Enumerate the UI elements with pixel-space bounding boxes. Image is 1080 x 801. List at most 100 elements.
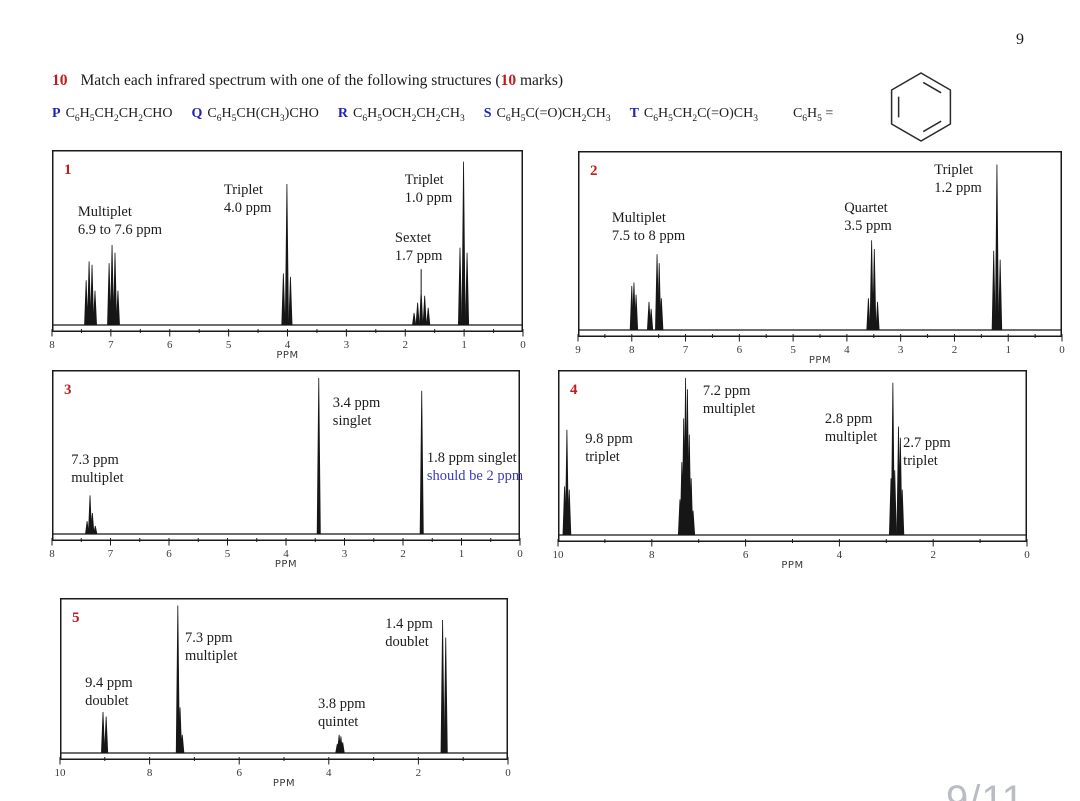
structure-formula: C6H5C(=O)CH2CH3	[496, 106, 611, 124]
peak-group	[281, 183, 293, 326]
spectrum-panel-3: 0 1 2 3 4 5 6 7 8 PPM 3 7.3 ppm multiplet 3.4 ppm sing…	[49, 370, 524, 570]
peak-annotation: Quartet 3.5 ppm	[844, 200, 892, 234]
peak-annotation: Triplet 1.0 ppm	[405, 172, 453, 206]
peak-group	[316, 377, 321, 535]
panel-number: 4	[570, 382, 578, 398]
peak-line	[100, 711, 106, 754]
spectrum-panel-4: 0 2 4 6 8 10 PPM 4 9.8 ppm triplet 7.2 ppm multiple…	[553, 370, 1030, 571]
peak-group	[419, 390, 424, 535]
structure-formula: C6H5CH2CH2CHO	[65, 106, 173, 124]
axis-tick-label: 7	[108, 339, 114, 351]
spectrum-panel-5: 0 2 4 6 8 10 PPM 5 9.4 ppm doublet 7.3 ppm multiple…	[55, 598, 511, 789]
peak-line	[691, 510, 696, 536]
axis-tick-label: 2	[403, 339, 409, 351]
axis-tick-label: 8	[629, 344, 635, 356]
axis-tick-label: 3	[342, 548, 348, 560]
page-number: 9	[1016, 31, 1024, 48]
plot-frame	[558, 370, 1027, 542]
peak-line	[457, 247, 463, 326]
structure-item-R: R C6H5OCH2CH2CH3	[338, 106, 465, 124]
peak-line	[90, 513, 95, 535]
peak-line	[90, 264, 95, 326]
axis-tick-label: 4	[285, 339, 291, 351]
axis-tick-label: 6	[737, 344, 743, 356]
axis-tick-label: 1	[1005, 344, 1011, 356]
peak-line	[892, 470, 897, 536]
spectrum-panel-1: 0 1 2 3 4 5 6 7 8 PPM 1 Multiplet 6.9 to 7.6 ppm Trip…	[49, 150, 526, 361]
panel-number: 2	[590, 163, 598, 179]
peak-line	[634, 294, 639, 331]
peak-line	[440, 619, 445, 754]
axis-tick-label: 4	[837, 549, 843, 561]
axis-tick-label: 10	[55, 767, 67, 779]
plot-frame	[52, 370, 520, 541]
marks-suffix: marks)	[516, 72, 564, 89]
peak-group	[677, 377, 696, 536]
peak-line	[84, 280, 89, 326]
axis-title: PPM	[273, 778, 295, 789]
axis-tick-label: 3	[898, 344, 904, 356]
benzene-ring-icon	[890, 72, 952, 142]
axis-tick-label: 7	[683, 344, 689, 356]
peak-line	[875, 301, 880, 331]
question-line: 10 Match each infrared spectrum with one …	[52, 72, 563, 90]
peak-group	[100, 711, 109, 754]
peak-group	[629, 254, 664, 331]
axis-tick-label: 8	[147, 767, 153, 779]
peak-line	[869, 240, 874, 331]
axis-tick-label: 6	[743, 549, 749, 561]
peak-line	[415, 302, 420, 326]
peak-line	[419, 390, 424, 535]
axis-tick-label: 0	[1059, 344, 1065, 356]
axis-tick-label: 9	[575, 344, 581, 356]
peak-line	[340, 742, 345, 754]
panel-number: 3	[64, 382, 72, 398]
structure-key: S	[483, 106, 492, 121]
axis-tick-label: 0	[1024, 549, 1030, 561]
peak-line	[422, 295, 427, 326]
peak-group	[457, 161, 470, 326]
benzene-double-bond	[922, 120, 942, 133]
peak-line	[657, 263, 662, 331]
structure-item-T: T C6H5CH2C(=O)CH3	[630, 106, 758, 124]
peak-line	[284, 183, 289, 326]
peak-group	[412, 290, 431, 326]
peak-line	[112, 252, 118, 326]
peak-annotation: Multiplet 6.9 to 7.6 ppm	[78, 204, 163, 238]
axis-tick-label: 6	[236, 767, 242, 779]
peak-group	[85, 495, 98, 535]
peak-annotation: Multiplet 7.5 to 8 ppm	[612, 210, 686, 244]
plot-frame	[60, 598, 508, 760]
axis-tick-label: 6	[167, 339, 173, 351]
question-number: 10	[52, 72, 68, 89]
benzene-definition: C6H5 =	[792, 106, 834, 124]
panel-number: 1	[64, 162, 72, 178]
axis-tick-label: 5	[226, 339, 232, 351]
peak-line	[288, 276, 293, 326]
peak-group	[84, 245, 120, 326]
axis-title: PPM	[809, 355, 831, 366]
axis-tick-label: 0	[520, 339, 526, 351]
spectrum-5-plot: 0 2 4 6 8 10 PPM 5 9.4 ppm doublet 7.3 ppm multiple…	[55, 598, 511, 789]
peak-line	[93, 525, 98, 535]
spectrum-1-plot: 0 1 2 3 4 5 6 7 8 PPM 1 Multiplet 6.9 to 7.6 ppm Trip…	[49, 150, 526, 361]
peak-annotation: 1.8 ppm singlet should be 2 ppm	[427, 450, 524, 484]
peak-annotation: 7.3 ppm multiplet	[71, 452, 123, 486]
peak-group	[991, 164, 1003, 331]
axis-tick-label: 4	[326, 767, 332, 779]
peak-line	[107, 263, 112, 326]
peak-annotation: 3.8 ppm quintet	[318, 696, 366, 730]
axis-tick-label: 10	[553, 549, 565, 561]
axis-tick-label: 2	[930, 549, 936, 561]
peak-group	[440, 619, 448, 754]
peak-line	[412, 312, 417, 326]
peak-line	[88, 495, 93, 535]
peak-line	[419, 290, 424, 326]
axis-tick-label: 5	[225, 548, 231, 560]
peak-group	[888, 382, 897, 536]
structure-formula: C6H5CH2C(=O)CH3	[643, 106, 758, 124]
peak-group	[866, 240, 880, 331]
peak-line	[178, 707, 183, 754]
axis-tick-label: 7	[108, 548, 114, 560]
